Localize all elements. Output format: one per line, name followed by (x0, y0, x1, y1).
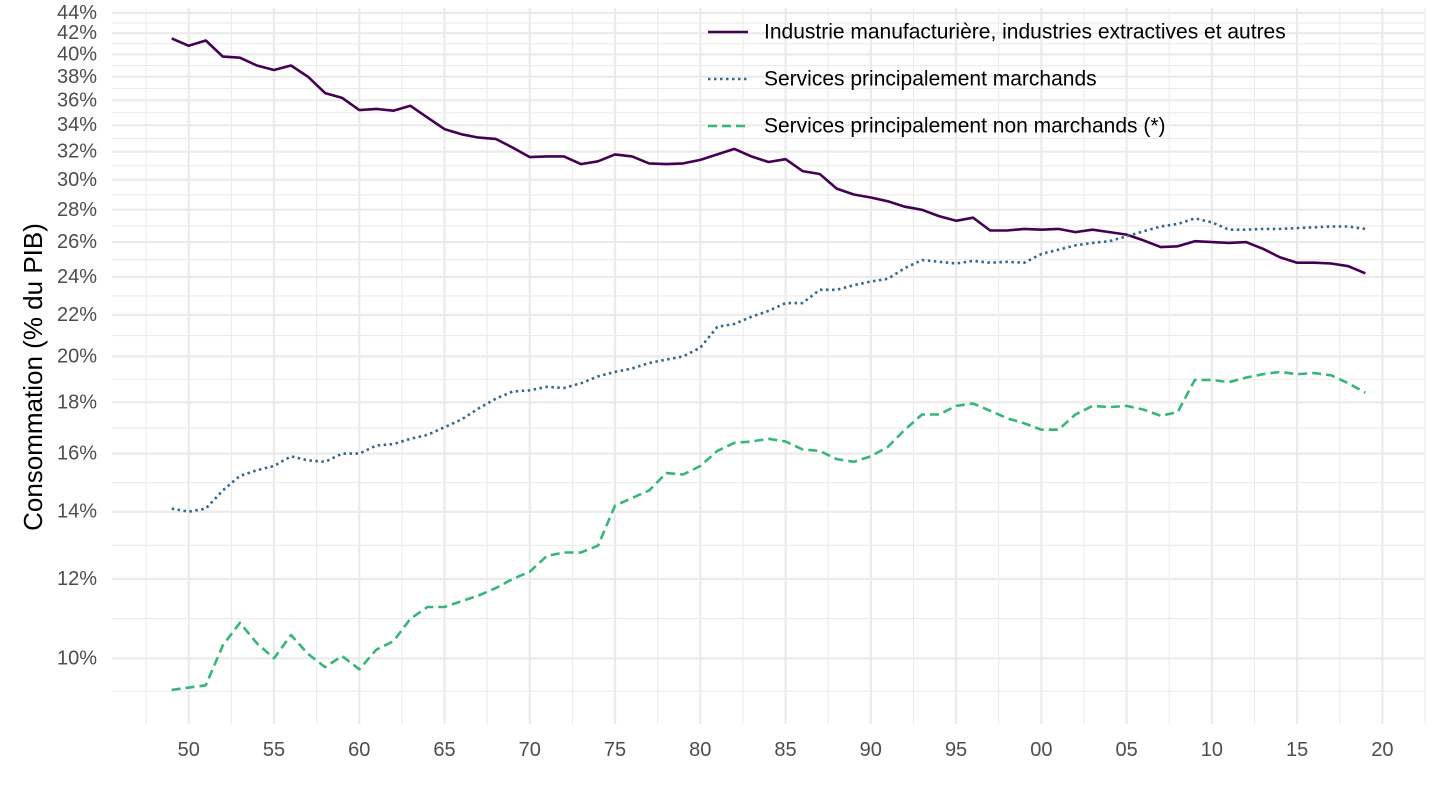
y-tick-label: 16% (57, 443, 97, 465)
y-tick-label: 22% (57, 304, 97, 326)
legend-label-1: Industrie manufacturière, industries ext… (764, 21, 1286, 44)
y-tick-label: 44% (57, 2, 97, 24)
x-tick-label: 70 (519, 739, 541, 761)
y-tick-label: 30% (57, 169, 97, 191)
series-group (171, 37, 1366, 692)
x-tick-label: 20 (1371, 739, 1393, 761)
y-tick-label: 12% (57, 568, 97, 590)
y-tick-label: 36% (57, 89, 97, 111)
y-tick-label: 34% (57, 114, 97, 136)
y-tick-label: 10% (57, 647, 97, 669)
y-axis: 10% 12% 14% 16% 18% 20% 22% 24% 26% 28% 30% 32% 34% 3… (57, 2, 97, 669)
x-tick-label: 10 (1201, 739, 1223, 761)
x-tick-label: 85 (774, 739, 796, 761)
y-axis-title: Consommation (% du PIB) (18, 223, 48, 531)
y-tick-label: 42% (57, 22, 97, 44)
y-tick-label: 28% (57, 199, 97, 221)
legend: Industrie manufacturière, industries ext… (708, 21, 1286, 138)
x-tick-label: 65 (433, 739, 455, 761)
x-tick-label: 75 (604, 739, 626, 761)
y-tick-label: 38% (57, 66, 97, 88)
y-tick-label: 20% (57, 345, 97, 367)
legend-label-3: Services principalement non marchands (*… (764, 115, 1166, 138)
x-tick-label: 90 (860, 739, 882, 761)
x-tick-label: 60 (348, 739, 370, 761)
x-tick-label: 50 (178, 739, 200, 761)
legend-label-2: Services principalement marchands (764, 68, 1097, 91)
y-tick-label: 32% (57, 141, 97, 163)
x-tick-label: 55 (263, 739, 285, 761)
y-tick-label: 26% (57, 231, 97, 253)
x-tick-label: 05 (1115, 739, 1137, 761)
series-line-1 (171, 37, 1366, 275)
x-axis: 50 55 60 65 70 75 80 85 90 95 00 05 10 15 20 (178, 739, 1394, 761)
y-tick-label: 14% (57, 501, 97, 523)
y-tick-label: 40% (57, 43, 97, 65)
x-tick-label: 95 (945, 739, 967, 761)
grid (112, 8, 1426, 724)
x-tick-label: 80 (689, 739, 711, 761)
series-line-2 (171, 217, 1366, 514)
x-tick-label: 00 (1030, 739, 1052, 761)
x-tick-label: 15 (1286, 739, 1308, 761)
y-tick-label: 24% (57, 266, 97, 288)
y-tick-label: 18% (57, 391, 97, 413)
series-line-3 (171, 370, 1366, 692)
